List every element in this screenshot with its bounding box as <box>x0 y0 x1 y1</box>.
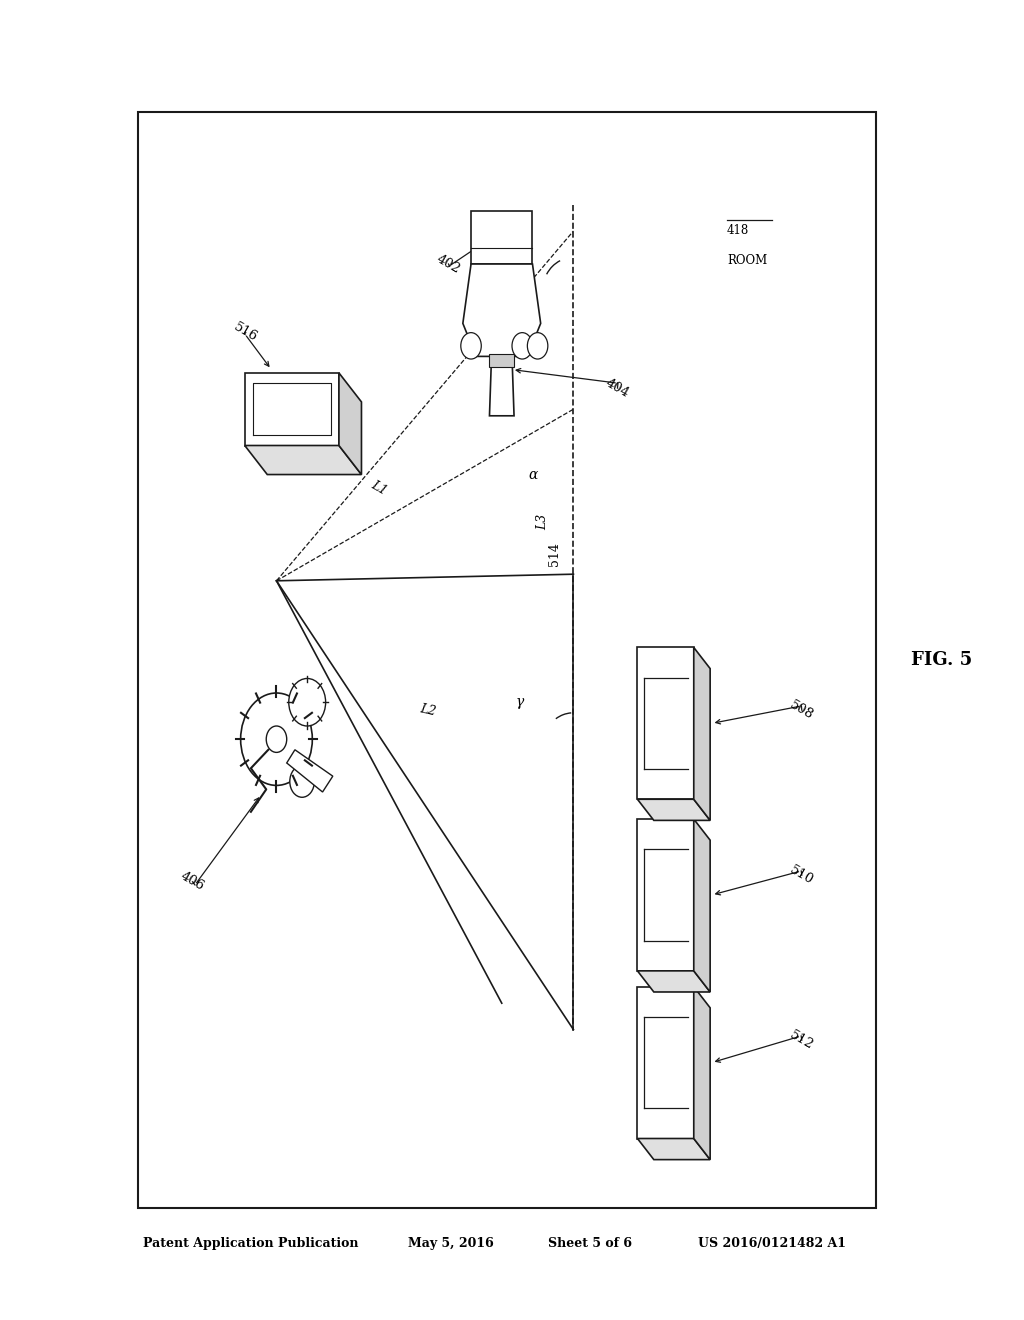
Text: 514: 514 <box>548 543 561 566</box>
Text: 508: 508 <box>787 698 816 722</box>
Bar <box>489 354 514 367</box>
Text: ROOM: ROOM <box>727 253 767 267</box>
Polygon shape <box>489 356 514 416</box>
Polygon shape <box>138 112 876 1208</box>
Circle shape <box>241 693 312 785</box>
Polygon shape <box>694 987 711 1159</box>
Polygon shape <box>287 750 333 792</box>
Circle shape <box>512 333 532 359</box>
Text: L1: L1 <box>369 479 389 498</box>
Text: L3: L3 <box>537 513 549 529</box>
Text: 418: 418 <box>727 224 750 238</box>
Text: US 2016/0121482 A1: US 2016/0121482 A1 <box>698 1237 847 1250</box>
Text: 406: 406 <box>178 870 207 894</box>
Polygon shape <box>339 374 361 475</box>
Text: 516: 516 <box>231 321 260 345</box>
Text: γ: γ <box>516 696 524 709</box>
Polygon shape <box>694 818 711 993</box>
Polygon shape <box>694 647 711 820</box>
Text: 512: 512 <box>787 1028 816 1052</box>
Bar <box>471 211 532 264</box>
Text: May 5, 2016: May 5, 2016 <box>408 1237 494 1250</box>
Text: 510: 510 <box>787 863 816 887</box>
Text: 402: 402 <box>434 252 463 276</box>
Circle shape <box>290 766 314 797</box>
Polygon shape <box>463 264 541 356</box>
Polygon shape <box>637 972 711 993</box>
Text: Patent Application Publication: Patent Application Publication <box>143 1237 358 1250</box>
Polygon shape <box>245 446 361 475</box>
Bar <box>245 372 339 446</box>
Circle shape <box>266 726 287 752</box>
Text: α: α <box>528 469 539 482</box>
Bar <box>637 647 694 799</box>
Polygon shape <box>637 799 711 820</box>
Bar <box>637 818 694 972</box>
Text: β: β <box>299 688 307 701</box>
Text: Sheet 5 of 6: Sheet 5 of 6 <box>548 1237 632 1250</box>
Circle shape <box>527 333 548 359</box>
Circle shape <box>289 678 326 726</box>
Text: FIG. 5: FIG. 5 <box>911 651 973 669</box>
Text: L2: L2 <box>419 702 437 718</box>
Text: 404: 404 <box>603 376 632 400</box>
Circle shape <box>461 333 481 359</box>
Bar <box>637 987 694 1138</box>
Polygon shape <box>637 1138 711 1159</box>
